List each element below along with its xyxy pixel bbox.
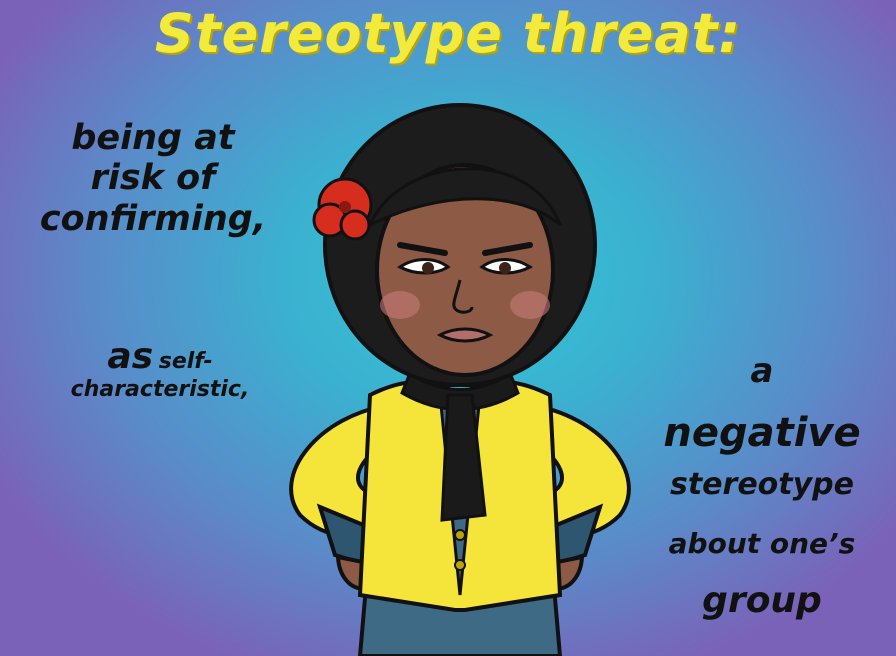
definition-line: confirming, [39, 198, 267, 239]
definition-left-bottom: as self- characteristic, [40, 336, 280, 403]
nose [452, 279, 474, 314]
jacket-button [454, 529, 466, 541]
scarf [400, 370, 520, 411]
definition-right-line: negative [663, 410, 861, 456]
jacket-button [454, 559, 466, 571]
scarf-tail [440, 393, 487, 522]
poster-title: Stereotype threat: [154, 2, 742, 65]
pupil [499, 262, 511, 274]
cheek [380, 291, 420, 319]
definition-line: risk of [90, 158, 216, 199]
cheek [510, 291, 550, 319]
flower-icon [312, 177, 373, 241]
definition-right-line: group [702, 580, 822, 621]
eyebrow [482, 242, 533, 256]
mouth [436, 327, 494, 343]
cartoon-woman-illustration [289, 103, 631, 656]
definition-word-as: as [107, 336, 154, 377]
pupil [422, 262, 434, 274]
definition-right-line: stereotype [669, 467, 854, 502]
definition-word-self: self- [158, 349, 213, 374]
eyebrow [397, 242, 448, 256]
hair-bangs [367, 167, 562, 229]
definition-right-line: about one’s [668, 527, 856, 560]
definition-line: characteristic, [70, 377, 250, 403]
definition-right-line: a [750, 351, 774, 391]
definition-left-top: being at risk of confirming, [28, 118, 278, 239]
definition-line: being at [71, 118, 235, 158]
face [375, 163, 555, 377]
